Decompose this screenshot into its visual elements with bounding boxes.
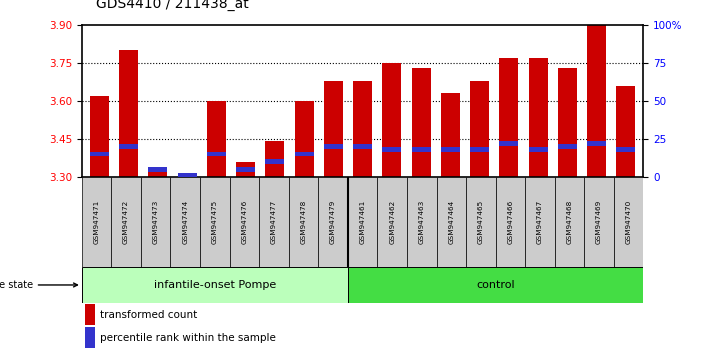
Text: GSM947466: GSM947466 bbox=[508, 200, 513, 244]
Text: GSM947467: GSM947467 bbox=[537, 200, 543, 244]
Bar bbox=[230, 177, 259, 267]
Bar bbox=[90, 152, 109, 156]
Bar bbox=[265, 160, 284, 164]
Text: GSM947461: GSM947461 bbox=[360, 200, 365, 244]
Bar bbox=[412, 68, 431, 177]
Text: GSM947474: GSM947474 bbox=[182, 200, 188, 244]
Text: GSM947463: GSM947463 bbox=[419, 200, 424, 244]
Bar bbox=[466, 177, 496, 267]
Bar bbox=[112, 177, 141, 267]
Text: GSM947462: GSM947462 bbox=[389, 200, 395, 244]
Text: GDS4410 / 211438_at: GDS4410 / 211438_at bbox=[96, 0, 249, 11]
Bar bbox=[294, 101, 314, 177]
Bar bbox=[178, 175, 196, 177]
Bar bbox=[200, 177, 230, 267]
Text: GSM947477: GSM947477 bbox=[271, 200, 277, 244]
Bar bbox=[348, 177, 378, 267]
Bar bbox=[441, 147, 460, 152]
Text: GSM947475: GSM947475 bbox=[212, 200, 218, 244]
Bar bbox=[324, 144, 343, 149]
Bar bbox=[236, 167, 255, 172]
Bar bbox=[348, 267, 643, 303]
Bar bbox=[207, 152, 226, 156]
Bar bbox=[294, 152, 314, 156]
Bar bbox=[616, 86, 636, 177]
Text: GSM947464: GSM947464 bbox=[449, 200, 454, 244]
Bar bbox=[496, 177, 525, 267]
Text: GSM947476: GSM947476 bbox=[241, 200, 247, 244]
Bar bbox=[616, 147, 636, 152]
Bar bbox=[171, 177, 200, 267]
Bar bbox=[141, 177, 171, 267]
Bar bbox=[412, 147, 431, 152]
Bar bbox=[525, 177, 555, 267]
Bar bbox=[441, 93, 460, 177]
Bar bbox=[555, 177, 584, 267]
Bar bbox=[319, 177, 348, 267]
Bar bbox=[584, 177, 614, 267]
Bar bbox=[499, 141, 518, 146]
Text: GSM947468: GSM947468 bbox=[567, 200, 572, 244]
Bar bbox=[470, 81, 489, 177]
Text: GSM947471: GSM947471 bbox=[94, 200, 100, 244]
Bar bbox=[383, 63, 402, 177]
Bar bbox=[289, 177, 319, 267]
Bar bbox=[470, 147, 489, 152]
Bar bbox=[207, 101, 226, 177]
Text: infantile-onset Pompe: infantile-onset Pompe bbox=[154, 280, 276, 290]
Text: GSM947472: GSM947472 bbox=[123, 200, 129, 244]
Bar bbox=[82, 177, 112, 267]
Bar bbox=[119, 144, 138, 149]
Text: disease state: disease state bbox=[0, 280, 77, 290]
Bar bbox=[265, 142, 284, 177]
Bar bbox=[259, 177, 289, 267]
Bar bbox=[529, 58, 547, 177]
Text: control: control bbox=[476, 280, 515, 290]
Bar bbox=[353, 144, 372, 149]
Bar bbox=[85, 304, 95, 325]
Text: GSM947478: GSM947478 bbox=[301, 200, 306, 244]
Bar bbox=[407, 177, 437, 267]
Bar bbox=[529, 147, 547, 152]
Bar bbox=[324, 81, 343, 177]
Bar bbox=[353, 81, 372, 177]
Text: GSM947465: GSM947465 bbox=[478, 200, 484, 244]
Text: GSM947470: GSM947470 bbox=[626, 200, 631, 244]
Bar bbox=[236, 162, 255, 177]
Bar bbox=[383, 147, 402, 152]
Bar bbox=[85, 327, 95, 348]
Bar bbox=[558, 144, 577, 149]
Bar bbox=[378, 177, 407, 267]
Bar bbox=[437, 177, 466, 267]
Bar bbox=[149, 167, 167, 172]
Bar bbox=[82, 267, 348, 303]
Text: GSM947473: GSM947473 bbox=[153, 200, 159, 244]
Bar bbox=[149, 169, 167, 177]
Text: GSM947479: GSM947479 bbox=[330, 200, 336, 244]
Bar bbox=[587, 141, 606, 146]
Bar bbox=[90, 96, 109, 177]
Bar bbox=[614, 177, 643, 267]
Bar bbox=[587, 25, 606, 177]
Bar bbox=[499, 58, 518, 177]
Text: transformed count: transformed count bbox=[100, 309, 197, 320]
Text: GSM947469: GSM947469 bbox=[596, 200, 602, 244]
Text: percentile rank within the sample: percentile rank within the sample bbox=[100, 332, 276, 343]
Bar bbox=[178, 173, 196, 178]
Bar bbox=[119, 50, 138, 177]
Bar bbox=[558, 68, 577, 177]
